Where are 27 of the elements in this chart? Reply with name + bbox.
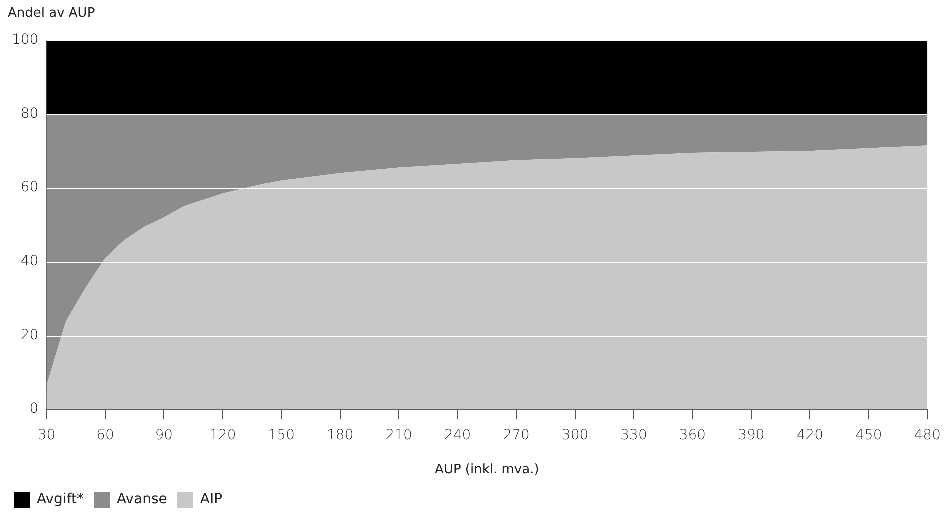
y-tick-label: 60: [20, 180, 39, 196]
y-tick-label: 100: [12, 32, 39, 48]
y-tick-label: 20: [20, 327, 39, 344]
x-tick-label: 240: [444, 428, 472, 444]
x-tick-label: 390: [738, 428, 765, 444]
y-tick-label: 0: [30, 401, 39, 418]
legend-label: Avgift*: [37, 492, 84, 508]
x-tick-label: 480: [914, 428, 942, 444]
x-tick-label: 270: [503, 428, 530, 444]
x-tick-label: 60: [96, 428, 114, 444]
x-tick-label: 450: [856, 428, 882, 444]
x-tick-label: 30: [38, 428, 56, 444]
x-tick-label: 360: [679, 428, 706, 444]
y-tick-label: 80: [20, 106, 39, 122]
x-tick-label: 120: [210, 428, 236, 444]
legend-label: Avanse: [116, 492, 168, 508]
x-tick-label: 300: [562, 428, 589, 444]
x-tick-label: 330: [620, 428, 648, 444]
y-tick-label: 40: [20, 254, 39, 270]
x-tick-label: 420: [796, 428, 824, 444]
x-axis-title: AUP (inkl. mva.): [435, 462, 540, 478]
x-tick-label: 210: [386, 428, 412, 444]
x-tick-label: 90: [155, 428, 174, 444]
y-axis-title: Andel av AUP: [8, 6, 96, 21]
x-tick-label: 180: [326, 428, 354, 444]
x-tick-label: 150: [268, 428, 295, 444]
legend-label: AIP: [200, 492, 223, 508]
